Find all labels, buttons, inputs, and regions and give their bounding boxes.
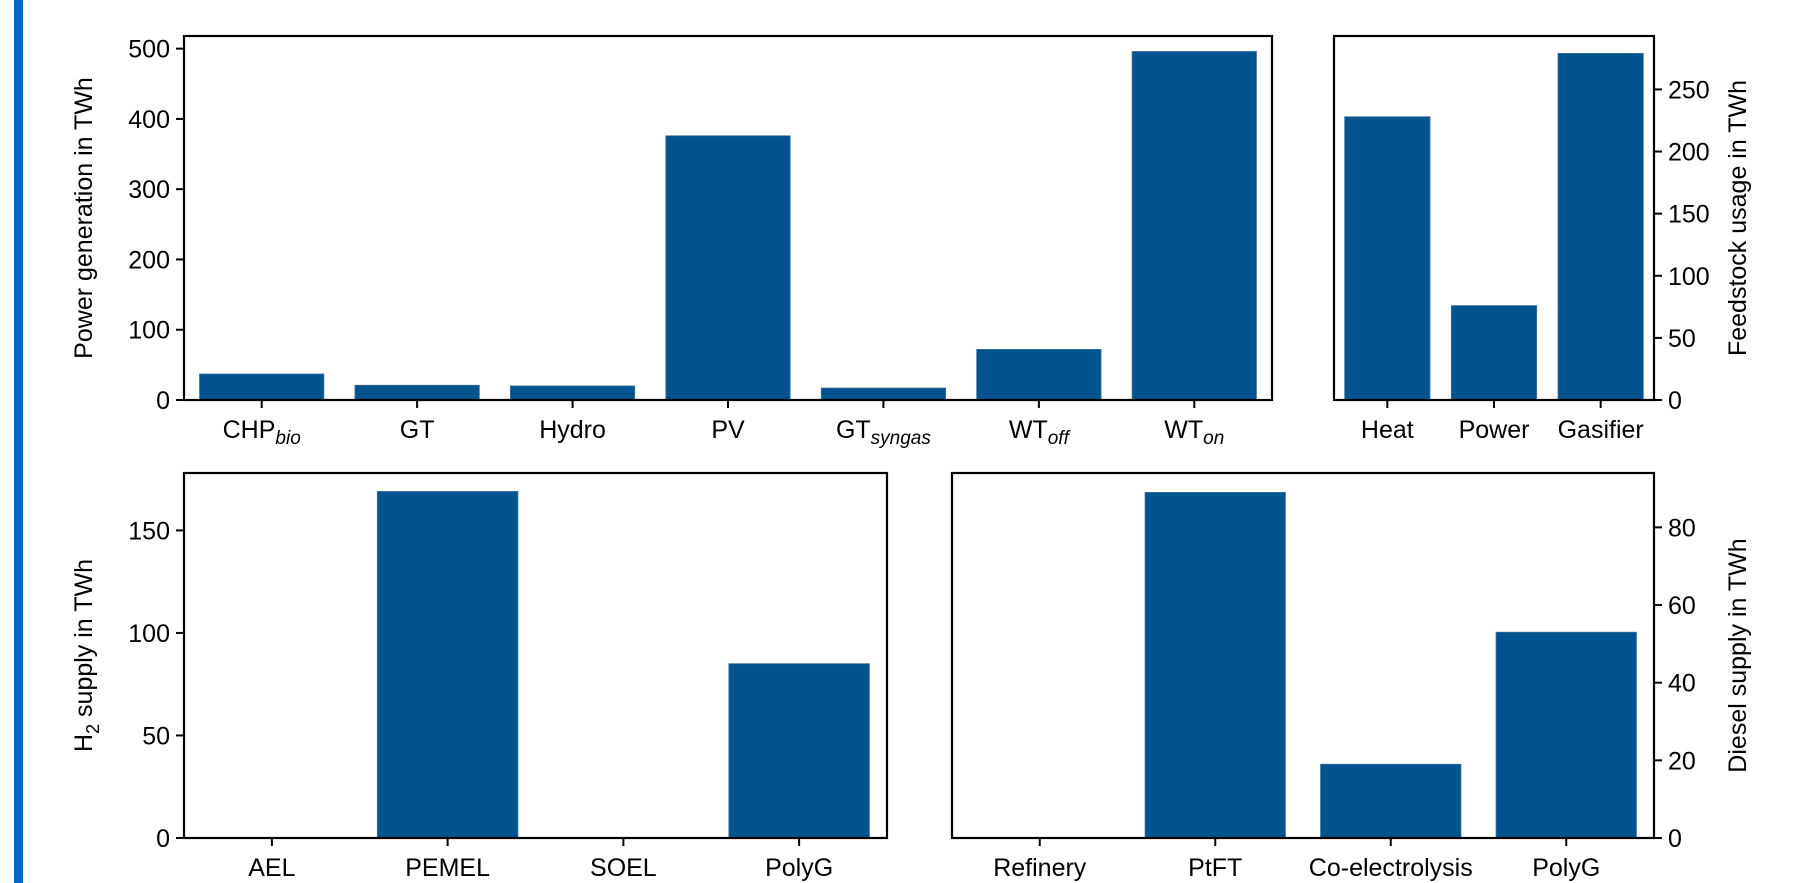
plot-frame-diesel (950, 471, 1656, 840)
y-tick-label-diesel: 40 (1668, 670, 1696, 698)
chart-panel-feedstock-usage: Heat Power Gasifier 0 50 100 150 200 250 Feedstoc… (1332, 34, 1752, 444)
accent-bar (14, 0, 23, 883)
y-tick-label-power: 100 (128, 317, 170, 345)
chart-panel-diesel-supply: Refinery PtFT Co-electrolysis PolyG 0 20 40 60 8… (950, 471, 1752, 882)
x-tick-label-diesel: PtFT (1188, 854, 1242, 882)
x-tick-label-h2: PolyG (765, 854, 833, 882)
y-axis-title-power: Power generation in TWh (70, 77, 98, 359)
y-tick-label-h2: 150 (128, 517, 170, 545)
bar-power-pv (665, 135, 791, 401)
y-tick-label-h2: 0 (156, 825, 170, 853)
x-tick-label-diesel: PolyG (1532, 854, 1600, 882)
x-tick-label-power: WTon (1164, 416, 1224, 449)
chart-panel-h2-supply: AEL PEMEL SOEL PolyG 0 50 100 150 H2 supply in T… (70, 471, 889, 882)
x-tick-label-h2: PEMEL (405, 854, 490, 882)
x-tick-label-power: GT (400, 416, 435, 444)
x-tick-label-power: Hydro (539, 416, 606, 444)
bar-power-hydro (509, 385, 636, 401)
x-tick-label-power: CHPbio (223, 416, 301, 449)
y-tick-label-feedstock: 200 (1668, 139, 1710, 167)
x-tick-label-power: WToff (1009, 416, 1071, 449)
x-tick-label-power: PV (711, 416, 745, 444)
x-tick-label-feedstock: Heat (1361, 416, 1414, 444)
bar-h2-pemel (376, 491, 519, 839)
x-tick-label-diesel: Refinery (993, 854, 1087, 882)
bar-power-wt-off (976, 349, 1102, 401)
bar-feedstock-heat (1344, 116, 1431, 401)
x-tick-label-feedstock: Power (1459, 416, 1530, 444)
bar-power-wt-on (1131, 51, 1257, 401)
chart-panel-power-generation: CHPbio GT Hydro PV GTsyngas WToff WTon 0 100 200 3… (70, 34, 1274, 449)
y-tick-label-power: 500 (128, 36, 170, 64)
x-tick-label-diesel: Co-electrolysis (1309, 854, 1473, 882)
bar-power-gt (354, 384, 480, 401)
y-tick-label-h2: 50 (142, 722, 170, 750)
x-tick-label-power: GTsyngas (836, 416, 931, 449)
y-tick-label-power: 200 (128, 246, 170, 274)
y-tick-label-feedstock: 100 (1668, 263, 1710, 291)
bar-power-chp-bio (199, 373, 325, 401)
y-tick-label-feedstock: 0 (1668, 387, 1682, 415)
y-tick-label-feedstock: 50 (1668, 325, 1696, 353)
y-tick-label-power: 400 (128, 106, 170, 134)
y-tick-label-diesel: 20 (1668, 747, 1696, 775)
y-axis-title-feedstock: Feedstock usage in TWh (1724, 80, 1752, 356)
x-tick-label-feedstock: Gasifier (1558, 416, 1644, 444)
x-tick-label-h2: SOEL (590, 854, 657, 882)
y-tick-label-diesel: 0 (1668, 825, 1682, 853)
y-tick-label-diesel: 80 (1668, 514, 1696, 542)
y-tick-label-feedstock: 250 (1668, 76, 1710, 104)
y-tick-label-power: 300 (128, 176, 170, 204)
bar-feedstock-gasifier (1557, 52, 1644, 401)
bar-diesel-co-electrolysis (1320, 763, 1462, 839)
bar-power-gt-syngas (820, 387, 947, 401)
y-tick-label-feedstock: 150 (1668, 201, 1710, 229)
bar-h2-polyg (728, 663, 870, 839)
bar-feedstock-power (1450, 305, 1538, 401)
y-tick-label-h2: 100 (128, 620, 170, 648)
y-tick-label-power: 0 (156, 387, 170, 415)
bar-diesel-ptft (1144, 492, 1286, 839)
y-axis-title-diesel: Diesel supply in TWh (1724, 538, 1752, 772)
x-tick-label-h2: AEL (248, 854, 295, 882)
y-tick-label-diesel: 60 (1668, 592, 1696, 620)
plot-frame-h2 (182, 471, 889, 840)
y-axis-title-h2: H2 supply in TWh (70, 559, 103, 752)
bar-diesel-polyg (1495, 631, 1637, 839)
